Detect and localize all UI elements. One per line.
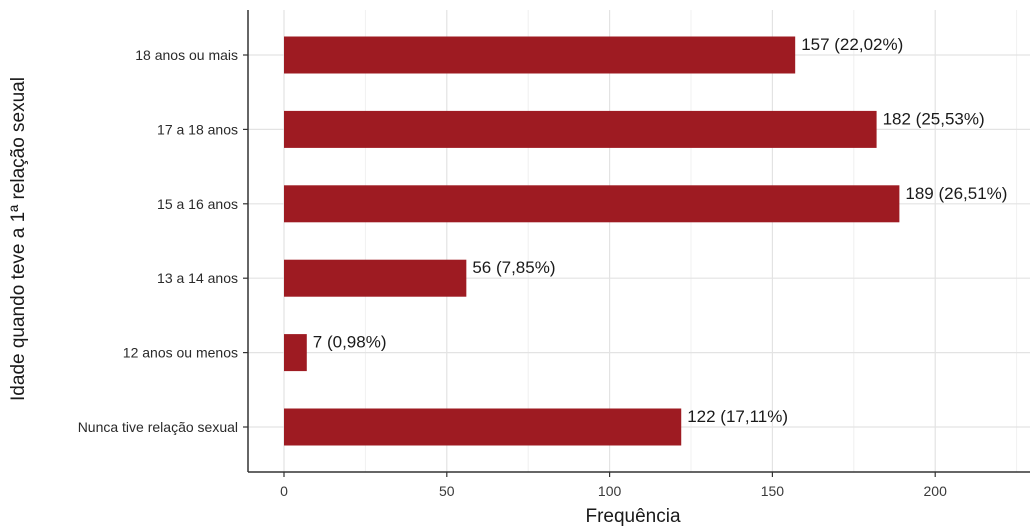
x-tick-labels: 0 50 100 150 200 <box>280 472 947 499</box>
x-tick-label: 150 <box>761 483 785 499</box>
bar <box>284 36 796 74</box>
category-label: 17 a 18 anos <box>157 121 238 137</box>
grid-lines <box>248 10 1030 472</box>
x-tick-label: 50 <box>439 483 455 499</box>
data-label: 7 (0,98%) <box>313 333 387 352</box>
bar <box>284 110 877 148</box>
x-tick-label: 200 <box>924 483 948 499</box>
bar <box>284 334 307 372</box>
bar <box>284 259 467 297</box>
data-label: 157 (22,02%) <box>801 35 903 54</box>
data-label: 182 (25,53%) <box>883 109 985 128</box>
category-label: 13 a 14 anos <box>157 270 238 286</box>
data-labels: 157 (22,02%) 182 (25,53%) 189 (26,51%) 56 (… <box>313 35 1008 426</box>
x-tick-label: 0 <box>280 483 288 499</box>
x-axis-title: Frequência <box>585 506 680 527</box>
data-label: 189 (26,51%) <box>905 184 1007 203</box>
category-label: 12 anos ou menos <box>123 345 238 361</box>
category-label: 18 anos ou mais <box>135 47 238 63</box>
bar <box>284 408 682 446</box>
data-label: 122 (17,11%) <box>687 407 788 426</box>
bars <box>284 36 900 446</box>
category-label: 15 a 16 anos <box>157 196 238 212</box>
bar <box>284 185 900 223</box>
x-tick-label: 100 <box>598 483 622 499</box>
category-label: Nunca tive relação sexual <box>78 419 238 435</box>
category-labels: 18 anos ou mais 17 a 18 anos 15 a 16 anos 1… <box>78 47 248 435</box>
y-axis-title: Idade quando teve a 1ª relação sexual <box>8 77 29 401</box>
data-label: 56 (7,85%) <box>472 258 555 277</box>
